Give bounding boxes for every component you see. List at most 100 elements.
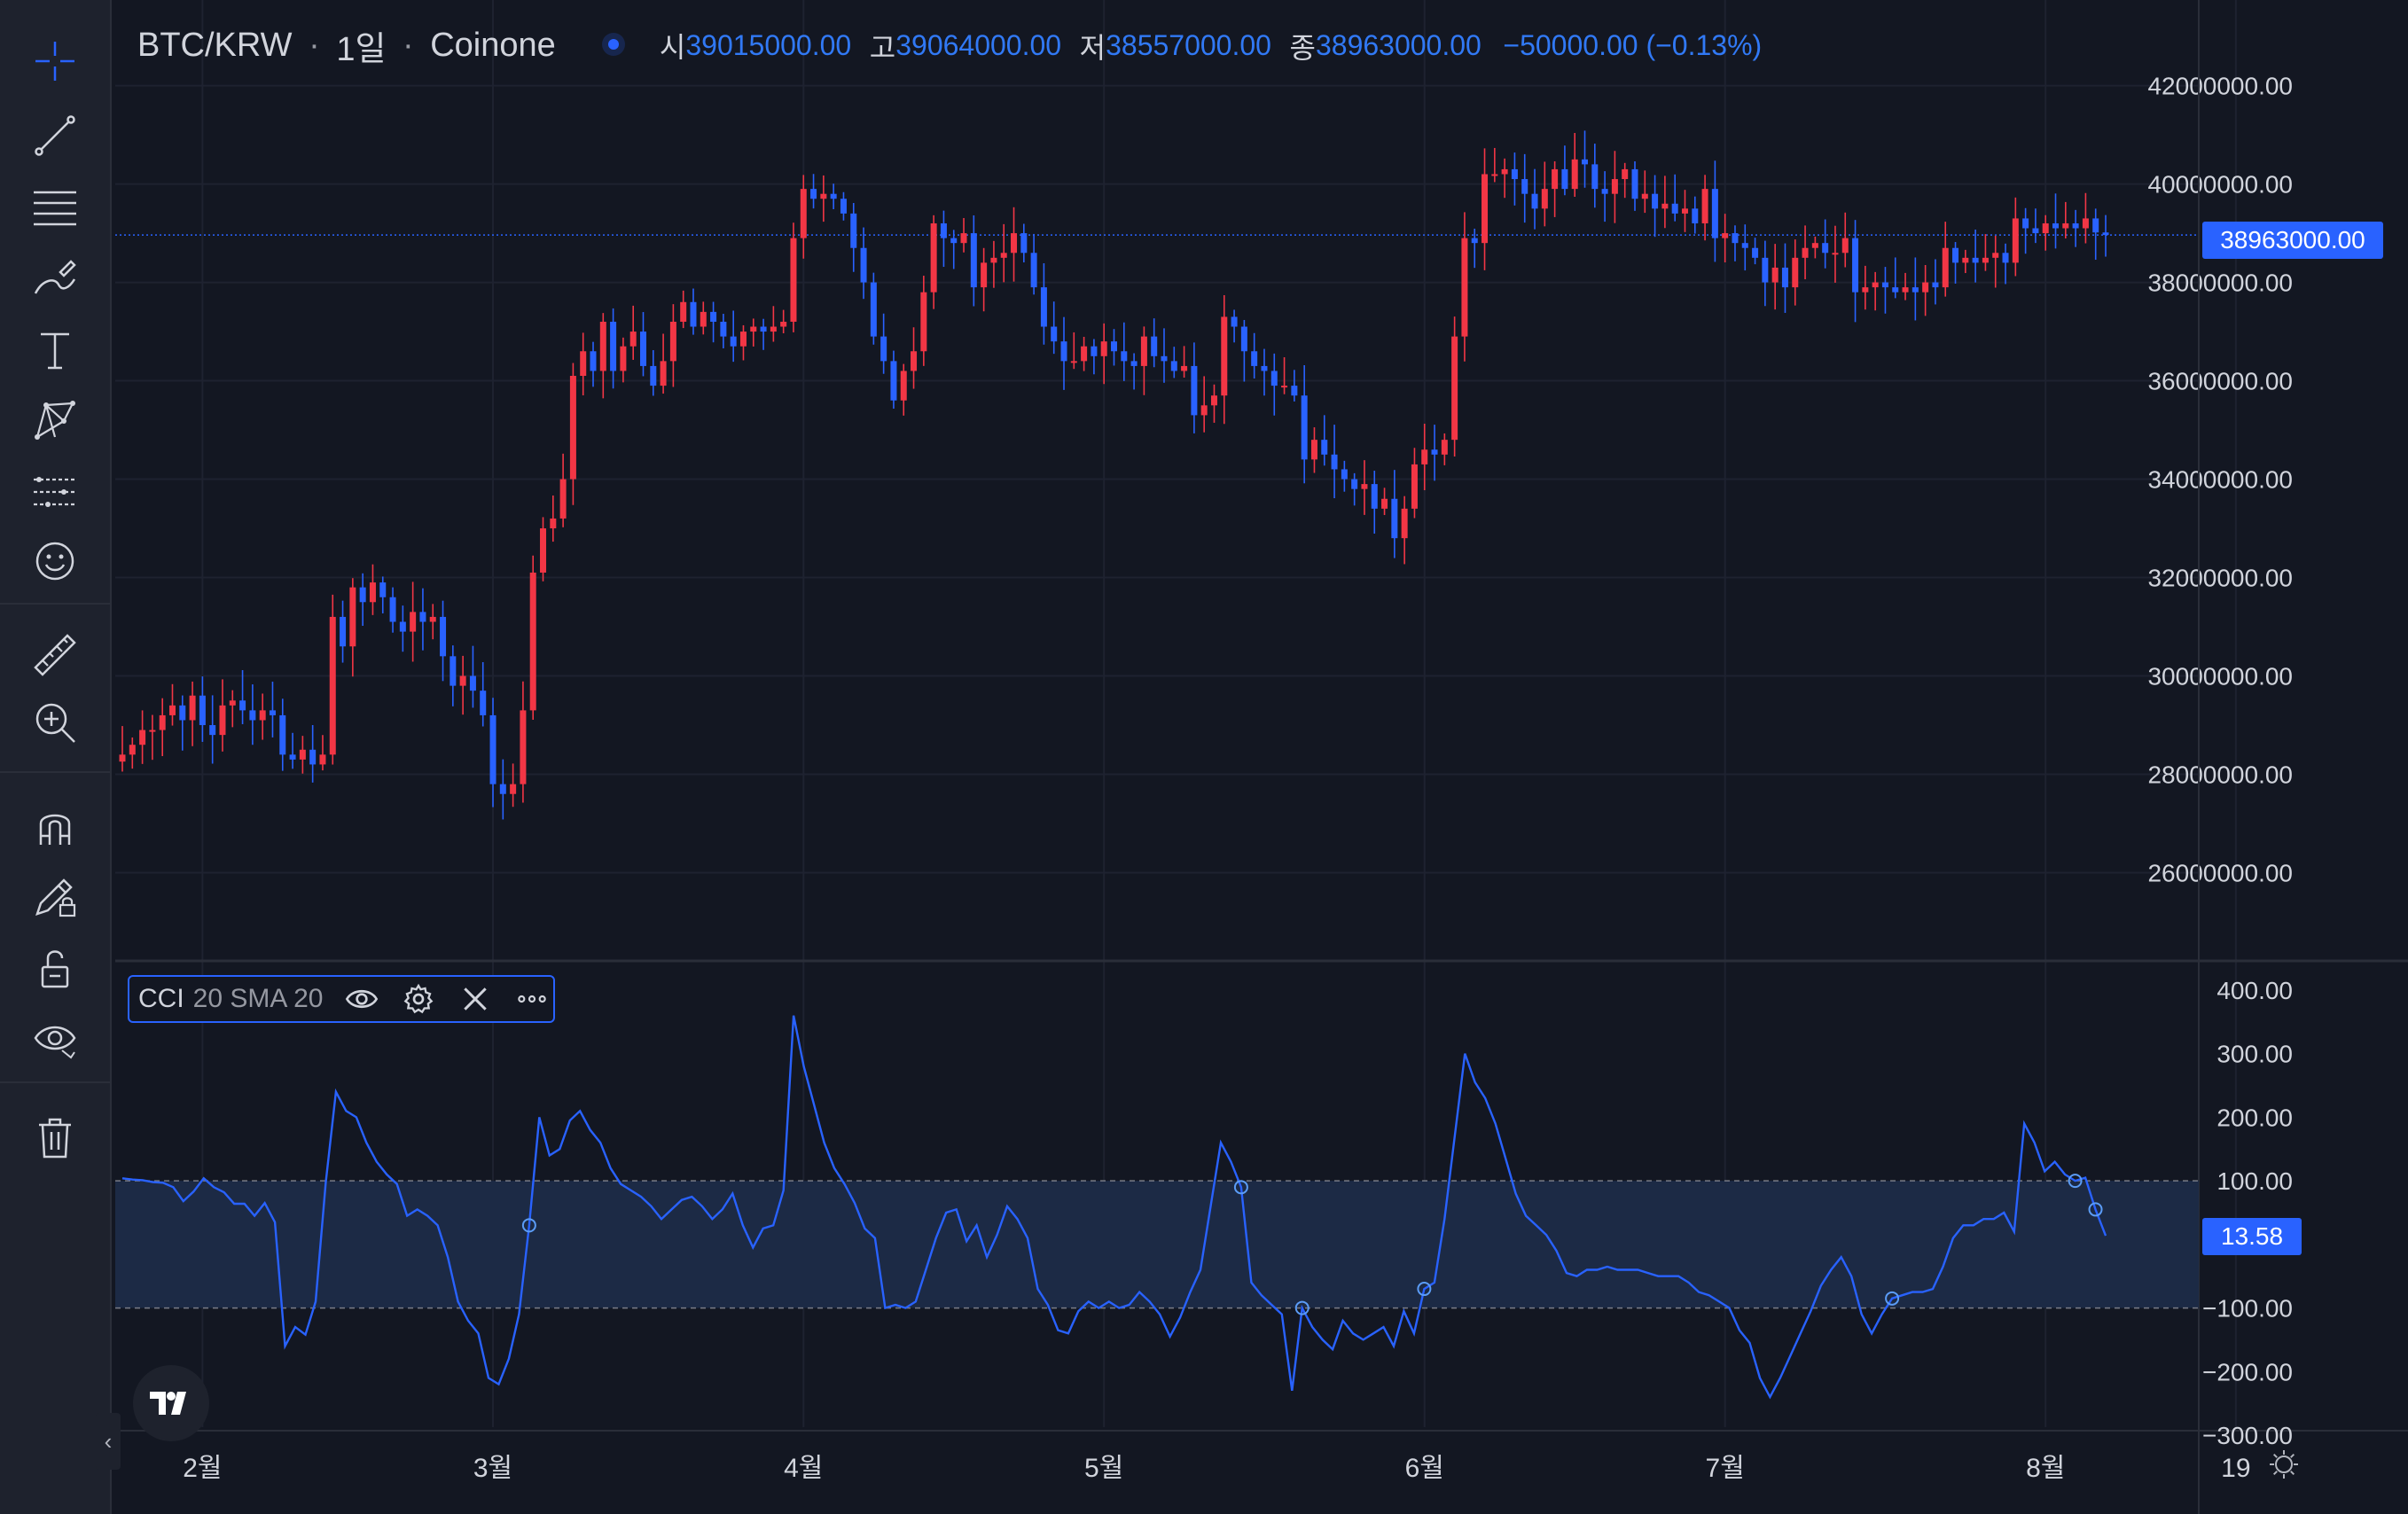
candle-body: [349, 587, 356, 647]
candle-body: [1561, 168, 1568, 190]
candle-body: [159, 714, 166, 730]
candle-body: [1020, 233, 1028, 254]
candle-body: [1762, 257, 1769, 283]
fib-icon[interactable]: [20, 176, 90, 238]
text-icon[interactable]: [20, 319, 90, 381]
candle-body: [1622, 168, 1629, 180]
crosshair-icon[interactable]: [20, 30, 90, 92]
candle-body: [890, 361, 897, 401]
candle-body: [1732, 233, 1739, 244]
candle-body: [750, 326, 757, 332]
brush-icon-glyph: [34, 260, 76, 294]
candle-body: [1711, 189, 1718, 238]
candle-body: [1100, 341, 1107, 356]
cci-legend[interactable]: CCI 20 SMA 20: [128, 975, 555, 1023]
symbol-label[interactable]: BTC/KRW: [137, 27, 293, 64]
magnet-icon[interactable]: [20, 796, 90, 858]
candle-body: [299, 749, 306, 760]
candle-body: [770, 326, 777, 332]
cci-tick-label: 200.00: [2216, 1104, 2293, 1131]
candle-body: [981, 262, 988, 288]
candle-body: [510, 784, 517, 794]
zoom-in-icon[interactable]: [20, 691, 90, 753]
settings-gear-icon[interactable]: [401, 981, 436, 1017]
candle-body: [780, 321, 787, 327]
unlock-icon[interactable]: [20, 938, 90, 1000]
lock-draw-icon[interactable]: [20, 865, 90, 927]
candle-body: [1952, 247, 1959, 263]
candle-body: [209, 725, 216, 736]
more-icon[interactable]: [514, 981, 550, 1017]
forecast-icon[interactable]: [20, 461, 90, 523]
candle-body: [1301, 395, 1308, 460]
chart-area[interactable]: 42000000.00 40000000.00 38000000.00 3600000…: [115, 0, 2408, 1514]
candle-body: [2082, 218, 2089, 229]
candle-body: [669, 321, 676, 362]
candle-body: [1521, 179, 1528, 194]
candle-body: [720, 321, 727, 337]
candle-body: [1541, 189, 1548, 209]
candle-body: [580, 351, 587, 377]
candle-body: [1191, 365, 1198, 416]
drawing-toolbar: [0, 0, 112, 1514]
cci-cross-marker: [1885, 1291, 1900, 1306]
price-tick-label: 28000000.00: [2147, 761, 2293, 789]
candle-body: [1321, 440, 1328, 455]
brush-icon[interactable]: [20, 248, 90, 310]
pattern-icon-glyph: [35, 401, 75, 440]
chart-svg[interactable]: 42000000.00 40000000.00 38000000.00 3600000…: [115, 0, 2408, 1514]
candle-body: [1741, 243, 1748, 248]
price-tick-label: 40000000.00: [2147, 171, 2293, 199]
eye-icon[interactable]: [20, 1007, 90, 1069]
candle-body: [950, 238, 958, 244]
candle-body: [1371, 484, 1378, 509]
price-tick-label: 38000000.00: [2147, 269, 2293, 297]
candle-body: [990, 257, 997, 263]
candle-body: [690, 301, 697, 327]
interval-label[interactable]: 1일: [336, 31, 387, 68]
trendline-icon[interactable]: [20, 105, 90, 167]
candle-body: [620, 346, 627, 371]
candle-body: [440, 616, 447, 657]
trash-icon[interactable]: [20, 1106, 90, 1168]
candle-body: [1210, 395, 1217, 406]
cci-band-fill: [115, 1181, 2199, 1308]
candle-body: [1571, 159, 1578, 190]
candle-body: [369, 582, 376, 603]
candle-body: [1000, 253, 1007, 258]
ruler-icon[interactable]: [20, 624, 90, 686]
candle-body: [129, 745, 136, 755]
close-icon[interactable]: [457, 981, 493, 1017]
time-tick-label: 7월: [1706, 1454, 1745, 1483]
fib-icon-glyph: [34, 191, 76, 226]
candle-body: [930, 222, 937, 293]
emoji-icon[interactable]: [20, 530, 90, 592]
pattern-icon[interactable]: [20, 390, 90, 452]
candle-body: [1841, 238, 1849, 254]
candle-body: [820, 193, 827, 199]
magnet-icon-glyph: [39, 814, 71, 845]
candle-body: [880, 336, 887, 362]
candle-body: [1441, 440, 1448, 455]
price-tick-label: 32000000.00: [2147, 565, 2293, 592]
tradingview-logo[interactable]: [133, 1365, 209, 1441]
candle-body: [1661, 203, 1669, 209]
collapse-toolbar-button[interactable]: ‹: [96, 1413, 121, 1470]
candle-body: [590, 351, 597, 371]
candle-body: [1070, 361, 1077, 363]
candle-body: [1692, 208, 1699, 223]
candle-body: [149, 730, 156, 732]
candle-body: [1601, 189, 1608, 194]
open-value: 39015000.00: [685, 29, 852, 61]
candle-body: [1652, 193, 1659, 209]
eye-icon[interactable]: [344, 981, 379, 1017]
candle-body: [1401, 508, 1408, 539]
candle-body: [389, 597, 396, 622]
candle-body: [1552, 168, 1559, 190]
candle-body: [1902, 287, 1909, 293]
cci-tick-label: −300.00: [2202, 1422, 2293, 1449]
candle-body: [309, 749, 317, 765]
gear-tooth: [2272, 1471, 2278, 1476]
cci-tick-label: 400.00: [2216, 977, 2293, 1004]
candle-body: [1922, 282, 1929, 293]
